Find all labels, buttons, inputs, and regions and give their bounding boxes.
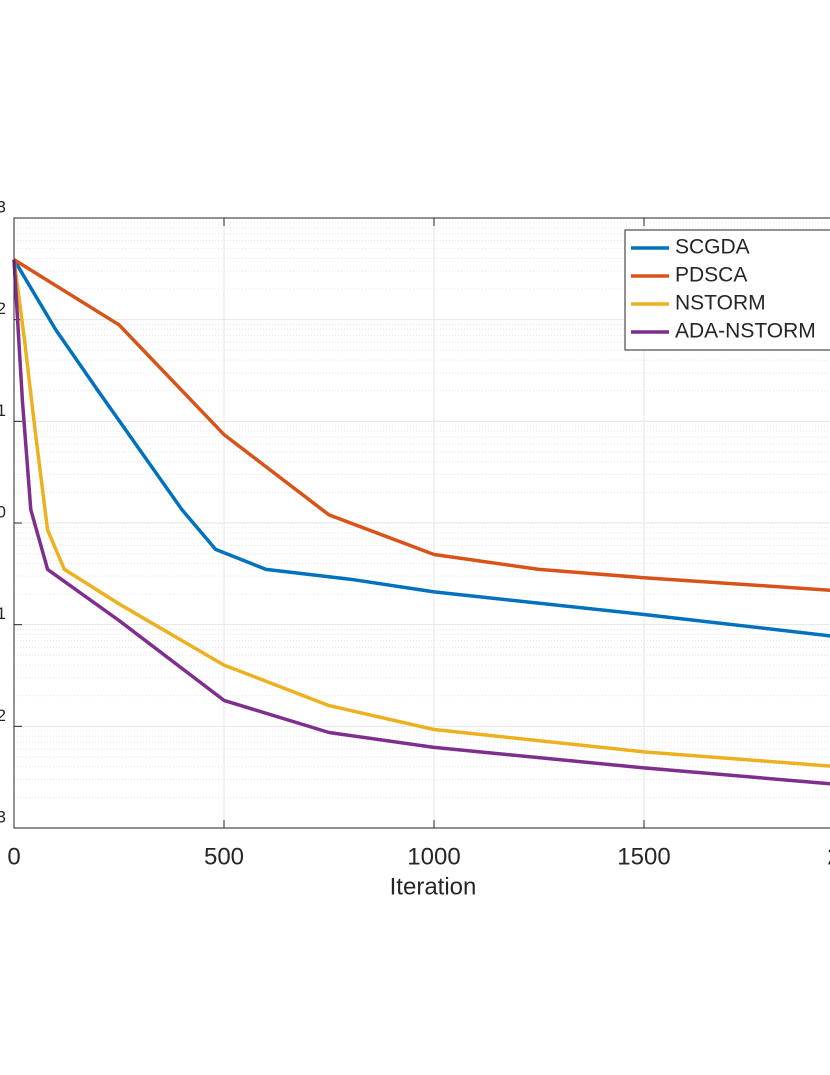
legend-label: SCGDA: [675, 236, 750, 259]
y-tick-label: -2: [0, 706, 6, 725]
series-line: [12, 259, 830, 768]
x-tick-label: 2000: [827, 843, 830, 870]
y-tick-label: 2: [0, 299, 6, 318]
series-line: [12, 258, 830, 638]
y-tick-label: -1: [0, 604, 6, 623]
x-tick-label: 1500: [617, 843, 670, 870]
x-tick-label: 0: [7, 843, 20, 870]
y-tick-label: 1: [0, 401, 6, 420]
y-tick-label: -3: [0, 807, 6, 826]
legend-label: NSTORM: [675, 292, 766, 315]
series-line: [12, 259, 830, 786]
legend-label: ADA-NSTORM: [675, 320, 816, 343]
x-tick-label: 500: [204, 843, 244, 870]
x-axis-label: Iteration: [390, 873, 477, 900]
axes-box: [13, 217, 830, 829]
series-line: [13, 258, 830, 593]
x-tick-label: 1000: [407, 843, 460, 870]
legend-box: [624, 229, 830, 351]
y-tick-label: 0: [0, 502, 6, 521]
legend-label: PDSCA: [675, 264, 747, 287]
y-tick-label: 3: [0, 197, 6, 216]
